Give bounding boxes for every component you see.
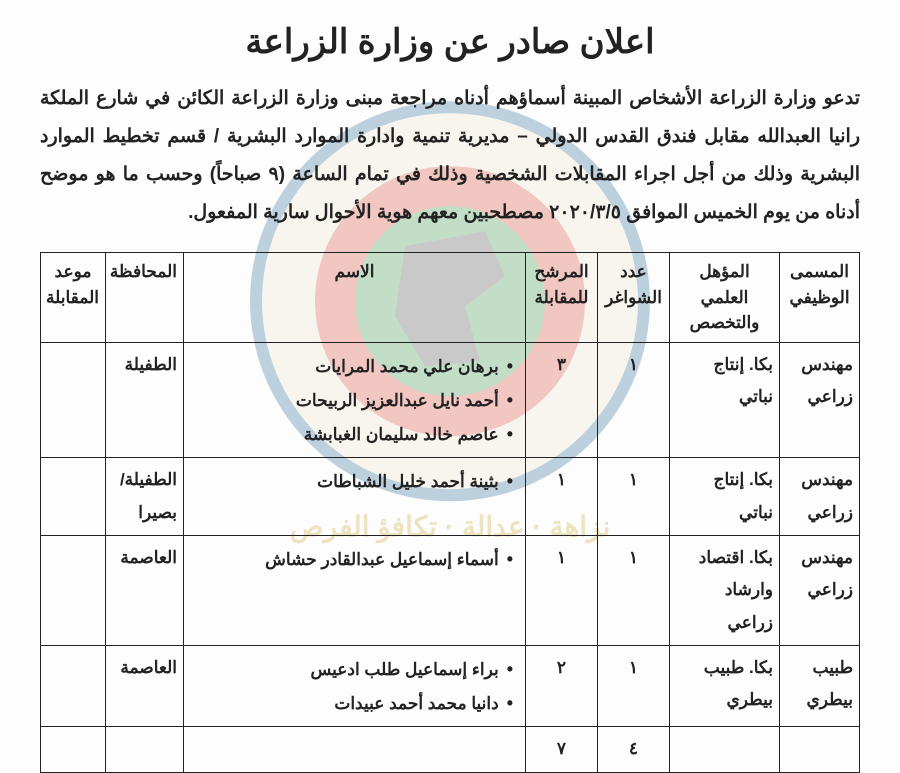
col-name: الاسم — [184, 253, 526, 343]
cell-time — [41, 645, 106, 727]
cell-position: مهندس زراعي — [780, 535, 860, 645]
cell-position: مهندس زراعي — [780, 458, 860, 536]
cell-qualification: بكا. طبيب بيطري — [670, 645, 780, 727]
candidate-name: أسماء إسماعيل عبدالقادر حشاش — [190, 542, 513, 576]
table-row: طبيب بيطريبكا. طبيب بيطري١٢براء إسماعيل … — [41, 645, 860, 727]
cell-vacancies: ١ — [598, 458, 670, 536]
cell-qualification: بكا. إنتاج نباتي — [670, 458, 780, 536]
cell-position: طبيب بيطري — [780, 645, 860, 727]
cell-candidates: ١ — [526, 535, 598, 645]
col-candidates: المرشح للمقابلة — [526, 253, 598, 343]
cell-time — [41, 458, 106, 536]
candidate-name: برهان علي محمد المرايات — [190, 349, 513, 383]
page-title: اعلان صادر عن وزارة الزراعة — [40, 22, 860, 62]
cell-qualification: بكا. إنتاج نباتي — [670, 342, 780, 458]
col-qualification: المؤهل العلمي والتخصص — [670, 253, 780, 343]
announcement-paragraph: تدعو وزارة الزراعة الأشخاص المبينة أسماؤ… — [40, 80, 860, 232]
table-row: مهندس زراعيبكا. إنتاج نباتي١١بثينة أحمد … — [41, 458, 860, 536]
candidate-name: أحمد نايل عبدالعزيز الربيحات — [190, 383, 513, 417]
cell-empty — [106, 727, 184, 772]
cell-empty — [670, 727, 780, 772]
cell-qualification: بكا. اقتصاد وارشاد زراعي — [670, 535, 780, 645]
table-header-row: المسمى الوظيفي المؤهل العلمي والتخصص عدد… — [41, 253, 860, 343]
col-governorate: المحافظة — [106, 253, 184, 343]
cell-names: برهان علي محمد المراياتأحمد نايل عبدالعز… — [184, 342, 526, 458]
cell-empty — [184, 727, 526, 772]
cell-governorate: الطفيلة/ بصيرا — [106, 458, 184, 536]
cell-vacancies: ١ — [598, 342, 670, 458]
col-time: موعد المقابلة — [41, 253, 106, 343]
cell-governorate: العاصمة — [106, 645, 184, 727]
candidate-name: بثينة أحمد خليل الشباطات — [190, 464, 513, 498]
table-row: مهندس زراعيبكا. إنتاج نباتي١٣برهان علي م… — [41, 342, 860, 458]
cell-candidates: ٢ — [526, 645, 598, 727]
cell-names: براء إسماعيل طلب ادعيسدانيا محمد أحمد عب… — [184, 645, 526, 727]
total-candidates: ٧ — [526, 727, 598, 772]
candidates-table: المسمى الوظيفي المؤهل العلمي والتخصص عدد… — [40, 252, 860, 773]
candidate-name: براء إسماعيل طلب ادعيس — [190, 652, 513, 686]
cell-position: مهندس زراعي — [780, 342, 860, 458]
cell-names: أسماء إسماعيل عبدالقادر حشاش — [184, 535, 526, 645]
table-row: مهندس زراعيبكا. اقتصاد وارشاد زراعي١١أسم… — [41, 535, 860, 645]
cell-vacancies: ١ — [598, 645, 670, 727]
cell-names: بثينة أحمد خليل الشباطات — [184, 458, 526, 536]
cell-time — [41, 342, 106, 458]
cell-empty — [41, 727, 106, 772]
cell-time — [41, 535, 106, 645]
cell-candidates: ٣ — [526, 342, 598, 458]
col-vacancies: عدد الشواغر — [598, 253, 670, 343]
col-position: المسمى الوظيفي — [780, 253, 860, 343]
cell-candidates: ١ — [526, 458, 598, 536]
cell-governorate: الطفيلة — [106, 342, 184, 458]
total-vacancies: ٤ — [598, 727, 670, 772]
candidate-name: عاصم خالد سليمان الغبابشة — [190, 417, 513, 451]
table-total-row: ٤٧ — [41, 727, 860, 772]
cell-vacancies: ١ — [598, 535, 670, 645]
cell-empty — [780, 727, 860, 772]
candidate-name: دانيا محمد أحمد عبيدات — [190, 686, 513, 720]
cell-governorate: العاصمة — [106, 535, 184, 645]
